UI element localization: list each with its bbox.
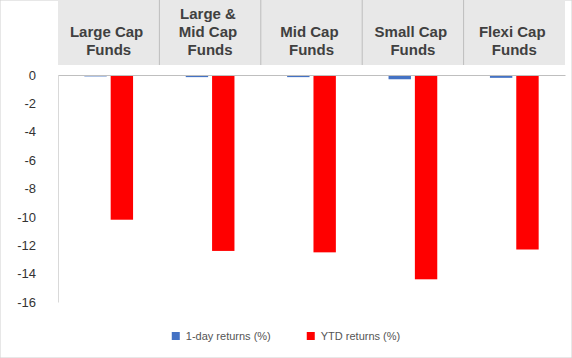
y-tick: -2: [24, 96, 58, 111]
x-tick: Small Cap Funds: [375, 23, 452, 75]
bars: [84, 75, 538, 279]
plot: 0-2-4-6-8-10-12-14-16Large Cap FundsLarg…: [17, 0, 565, 310]
legend-swatch: [172, 332, 180, 340]
y-tick: -4: [24, 124, 58, 139]
bar: [415, 75, 437, 279]
y-tick: -8: [24, 181, 58, 196]
y-tick: -16: [17, 295, 58, 310]
x-axis: Large Cap Funds Large & Mid Cap Funds Mid …: [59, 5, 566, 76]
x-tick: Large & Mid Cap Funds: [179, 5, 242, 75]
legend-item: YTD returns (%): [307, 330, 400, 342]
bar: [313, 75, 335, 252]
y-tick-label: 0: [29, 68, 36, 83]
category-label: Mid Cap Funds: [280, 23, 343, 58]
category-header: [58, 0, 565, 65]
legend: 1-day returns (%) YTD returns (%): [172, 330, 400, 342]
header-separator: [362, 0, 363, 65]
y-tick-label: -16: [17, 295, 36, 310]
header-band: [58, 0, 565, 65]
x-tick: Large Cap Funds: [70, 23, 148, 75]
bar: [516, 75, 538, 250]
y-axis-line: [58, 76, 59, 303]
y-tick-label: -14: [17, 266, 36, 281]
zero-line: [59, 75, 566, 76]
header-separator: [463, 0, 464, 65]
legend-swatch: [307, 332, 315, 340]
legend-label: 1-day returns (%): [186, 330, 271, 342]
chart: 0-2-4-6-8-10-12-14-16Large Cap FundsLarg…: [0, 0, 572, 358]
y-axis: 0 -2 -4 -6 -8 -10 -12 -14 -16: [17, 68, 58, 310]
x-tick: Flexi Cap Funds: [479, 23, 550, 75]
y-tick: -6: [24, 153, 58, 168]
legend-item: 1-day returns (%): [172, 330, 271, 342]
category-label: Large Cap Funds: [70, 23, 148, 58]
y-tick-label: -6: [24, 153, 36, 168]
y-tick-label: -4: [24, 124, 36, 139]
x-tick: Mid Cap Funds: [280, 23, 343, 75]
bar: [212, 75, 234, 251]
y-tick: 0: [29, 68, 58, 83]
category-label: Flexi Cap Funds: [479, 23, 550, 58]
y-tick-label: -8: [24, 181, 36, 196]
y-tick: -10: [17, 210, 58, 225]
category-label: Large & Mid Cap Funds: [179, 5, 242, 58]
y-tick-label: -2: [24, 96, 36, 111]
legend-label: YTD returns (%): [321, 330, 400, 342]
y-tick: -12: [17, 238, 58, 253]
bar: [111, 75, 133, 220]
background: [0, 0, 572, 358]
y-tick-label: -12: [17, 238, 36, 253]
y-tick-label: -10: [17, 210, 36, 225]
y-tick: -14: [17, 266, 58, 281]
header-separator: [260, 0, 261, 65]
header-separator: [159, 0, 160, 65]
category-label: Small Cap Funds: [375, 23, 452, 58]
